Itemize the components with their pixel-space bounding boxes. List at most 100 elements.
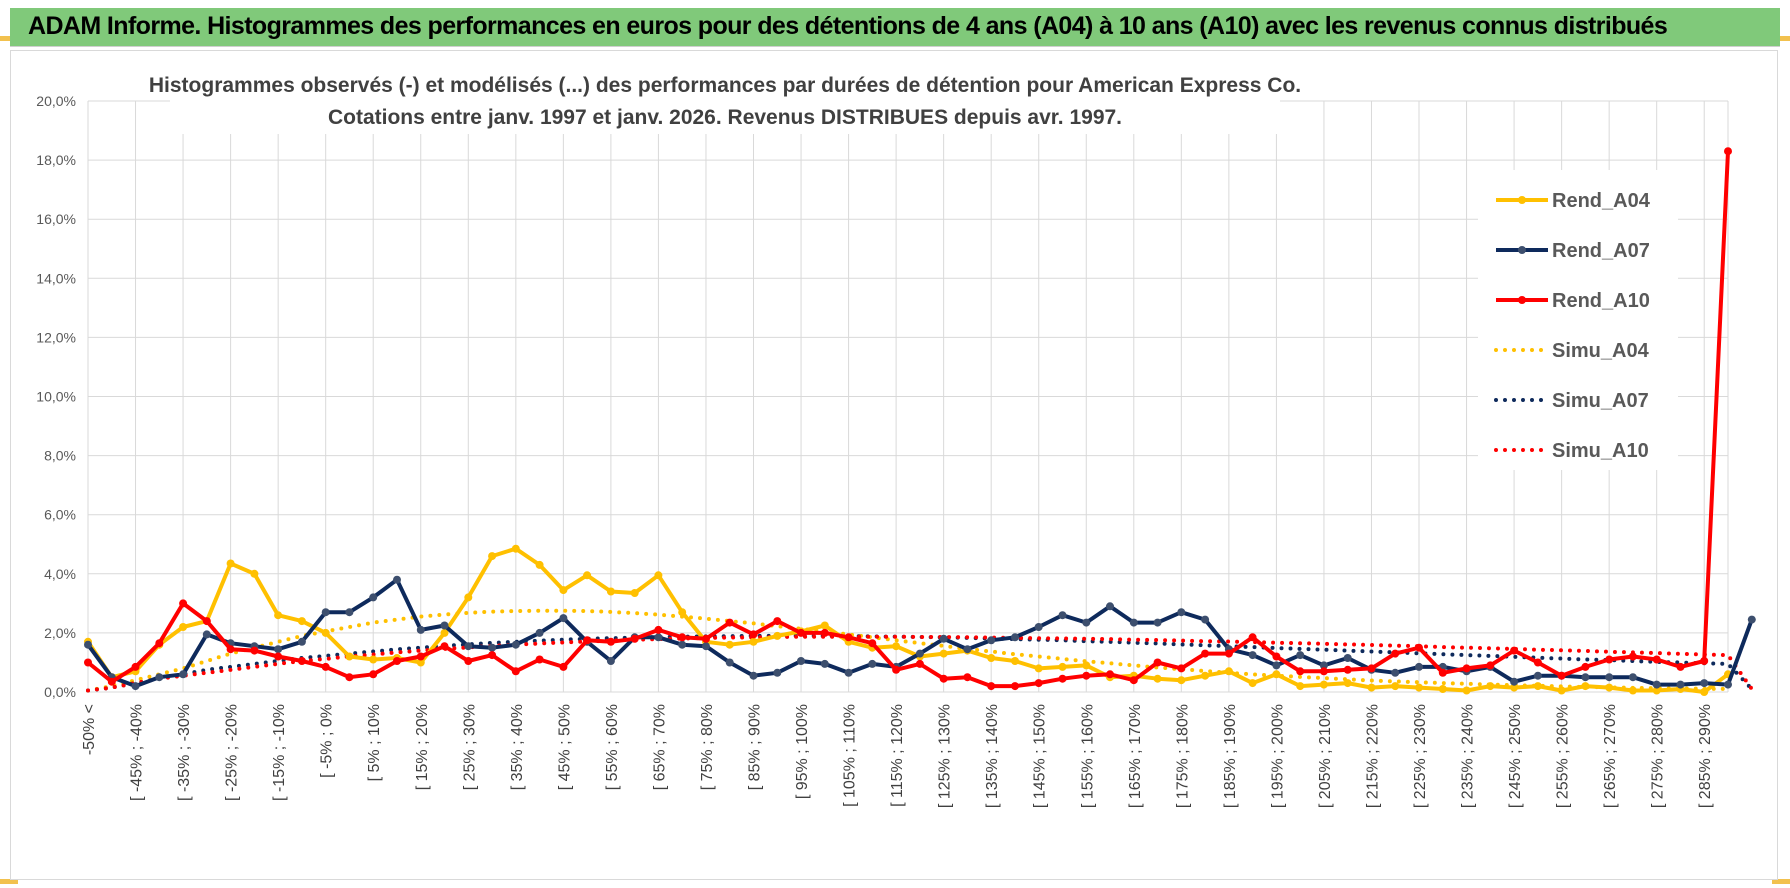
data-point-Rend_A07	[1700, 679, 1709, 688]
data-point-Rend_A07	[1177, 608, 1186, 617]
data-point-Rend_A04	[345, 652, 354, 661]
data-point-Rend_A10	[393, 657, 401, 665]
data-point-Rend_A10	[464, 657, 473, 665]
data-point-Rend_A04	[773, 631, 782, 640]
data-point-Rend_A07	[1415, 662, 1423, 671]
data-point-Rend_A04	[1557, 686, 1566, 695]
data-point-Rend_A10	[321, 662, 330, 671]
data-point-Rend_A07	[1296, 651, 1305, 660]
data-point-Rend_A07	[606, 657, 615, 665]
data-point-Rend_A04	[630, 589, 639, 597]
x-tick-label: [ 215% ; 220%	[1364, 704, 1381, 808]
data-point-Rend_A04	[1533, 682, 1542, 691]
data-point-Rend_A04	[416, 658, 425, 667]
chart-title-background	[170, 66, 1280, 134]
x-tick-label: [ 255% ; 260%	[1555, 704, 1572, 808]
data-point-Rend_A10	[559, 662, 568, 671]
data-point-Rend_A10	[1700, 657, 1709, 665]
data-point-Rend_A10	[583, 636, 592, 645]
x-tick-label: [ 235% ; 240%	[1460, 704, 1477, 808]
data-point-Rend_A10	[1605, 655, 1614, 664]
x-tick-label: [ 135% ; 140%	[984, 704, 1001, 808]
data-point-Rend_A07	[1058, 611, 1067, 620]
legend-background	[1478, 170, 1678, 470]
data-point-Rend_A10	[440, 642, 449, 651]
data-point-Rend_A04	[678, 608, 687, 617]
y-tick-label: 2,0%	[44, 625, 76, 641]
legend-item-Simu_A07: Simu_A07	[1494, 390, 1649, 412]
title-banner: ADAM Informe. Histogrammes des performan…	[10, 8, 1780, 47]
y-tick-label: 0,0%	[44, 684, 76, 700]
data-point-Rend_A10	[702, 634, 710, 643]
data-point-Rend_A10	[820, 628, 829, 637]
data-point-Rend_A10	[725, 618, 734, 627]
data-point-Rend_A04	[1462, 686, 1471, 695]
data-point-Rend_A07	[440, 621, 449, 630]
chart-title-line2: Cotations entre janv. 1997 et janv. 2026…	[328, 106, 1122, 129]
corner-accent-top-left	[0, 36, 18, 41]
data-point-Rend_A10	[131, 662, 140, 671]
data-point-Rend_A04	[1367, 683, 1376, 692]
data-point-Rend_A10	[84, 658, 92, 667]
series-line-Simu_A04	[86, 608, 1730, 693]
data-point-Rend_A04	[1177, 676, 1186, 685]
x-tick-label: [ 75% ; 80%	[699, 704, 716, 790]
data-point-Rend_A04	[654, 571, 663, 580]
y-tick-label: 14,0%	[36, 270, 76, 286]
data-point-Rend_A07	[345, 608, 354, 617]
x-tick-label: [ 15% ; 20%	[414, 704, 431, 790]
data-point-Rend_A10	[179, 599, 188, 608]
x-tick-label: [ 225% ; 230%	[1412, 704, 1429, 808]
x-tick-label: [ 275% ; 280%	[1650, 704, 1667, 808]
data-point-Rend_A07	[131, 682, 140, 691]
x-tick-label: -50% <	[81, 704, 98, 755]
data-point-Rend_A07	[1676, 680, 1685, 689]
data-point-Rend_A07	[1747, 615, 1756, 624]
data-point-Rend_A07	[963, 645, 972, 654]
data-point-Rend_A10	[1462, 664, 1471, 673]
data-point-Rend_A04	[1201, 671, 1210, 680]
corner-accent-bottom-right	[1772, 879, 1790, 884]
x-tick-label: [ 25% ; 30%	[461, 704, 478, 790]
data-point-Rend_A10	[630, 634, 639, 643]
y-tick-label: 6,0%	[44, 507, 76, 523]
data-point-Rend_A07	[1153, 618, 1162, 627]
data-point-Rend_A10	[369, 670, 378, 679]
x-tick-label: [ 285% ; 290%	[1697, 704, 1714, 808]
data-point-Rend_A07	[559, 614, 568, 623]
data-point-Rend_A04	[1319, 680, 1328, 689]
data-point-Rend_A10	[250, 646, 259, 655]
series-line-Simu_A07	[86, 633, 1754, 693]
data-point-Rend_A10	[1557, 671, 1566, 680]
x-tick-label: [ 105% ; 110%	[842, 704, 859, 807]
data-point-Rend_A07	[773, 668, 782, 677]
data-point-Rend_A04	[1605, 683, 1614, 692]
x-tick-label: [ 55% ; 60%	[604, 704, 621, 790]
data-point-Rend_A07	[1248, 651, 1257, 660]
data-point-Rend_A04	[606, 587, 615, 596]
data-point-Rend_A10	[297, 657, 306, 665]
data-point-Rend_A07	[1628, 673, 1637, 682]
data-point-Rend_A04	[274, 611, 283, 620]
data-point-Rend_A07	[678, 640, 687, 649]
data-point-Rend_A07	[1510, 677, 1519, 686]
series-Simu_A04	[86, 608, 1730, 693]
data-point-Rend_A10	[511, 667, 520, 676]
data-point-Rend_A10	[1106, 670, 1114, 679]
data-point-Rend_A07	[488, 643, 497, 652]
data-point-Rend_A07	[1652, 680, 1661, 689]
series-Rend_A10	[84, 147, 1732, 691]
grid-layer	[87, 100, 1729, 693]
x-tick-label: [ 125% ; 130%	[937, 704, 954, 808]
data-point-Rend_A10	[155, 639, 164, 648]
data-point-Rend_A10	[1248, 633, 1257, 642]
legend-label: Simu_A10	[1552, 440, 1649, 462]
series-Rend_A04	[84, 544, 1732, 696]
data-point-Rend_A07	[987, 636, 996, 645]
data-point-Rend_A10	[1177, 664, 1186, 673]
data-point-Rend_A10	[1486, 661, 1495, 670]
y-tick-label: 18,0%	[36, 152, 76, 168]
y-tick-label: 10,0%	[36, 389, 76, 405]
data-point-Rend_A10	[797, 628, 805, 637]
